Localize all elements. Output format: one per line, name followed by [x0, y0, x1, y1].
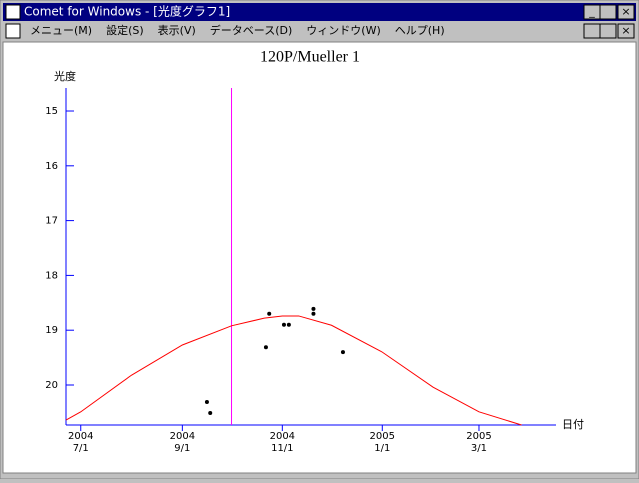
curve	[65, 315, 522, 426]
x-tick-label: 3/1	[471, 443, 487, 454]
menu-item[interactable]: ヘルプ(H)	[395, 24, 445, 37]
data-point	[204, 399, 209, 404]
icon: ×	[621, 5, 630, 18]
window-title: Comet for Windows - [光度グラフ1]	[24, 4, 230, 19]
icon: _	[588, 5, 595, 18]
doc-icon	[5, 23, 21, 39]
data-point	[263, 345, 268, 350]
x-tick-label: 1/1	[374, 443, 390, 454]
minimize-button[interactable]	[583, 23, 601, 39]
y-tick-label: 16	[45, 161, 58, 172]
y-tick-label: 19	[45, 325, 58, 336]
data-point	[267, 311, 272, 316]
menu-item[interactable]: 表示(V)	[158, 23, 196, 37]
data-point	[311, 311, 316, 316]
client-area	[2, 41, 637, 474]
y-tick-label: 15	[45, 106, 58, 117]
icon: ×	[621, 24, 630, 37]
data-point	[286, 322, 291, 327]
menu-item[interactable]: メニュー(M)	[30, 24, 92, 37]
restore-button[interactable]	[599, 4, 617, 20]
data-point	[340, 350, 345, 355]
x-tick-label: 2005	[370, 431, 395, 442]
x-tick-label: 2004	[270, 431, 295, 442]
menu-item[interactable]: ウィンドウ(W)	[306, 24, 380, 37]
x-tick-label: 11/1	[271, 443, 293, 454]
restore-button[interactable]	[599, 23, 617, 39]
title-bar	[3, 3, 636, 21]
x-tick-label: 2004	[68, 431, 93, 442]
data-point	[311, 306, 316, 311]
doc-buttons[interactable]: ×	[583, 23, 635, 39]
x-tick-label: 2005	[466, 431, 491, 442]
menu-item[interactable]: データベース(D)	[210, 23, 293, 37]
data-point	[281, 322, 286, 327]
close-button[interactable]	[617, 23, 635, 39]
x-axis-label: 日付	[562, 418, 584, 431]
x-tick-label: 9/1	[174, 443, 190, 454]
y-axis-label: 光度	[54, 69, 76, 83]
y-tick-label: 20	[45, 380, 58, 391]
close-button[interactable]	[617, 4, 635, 20]
title-buttons[interactable]: _ ×	[583, 4, 635, 20]
y-tick-label: 18	[45, 270, 58, 281]
app-icon	[5, 4, 21, 20]
chart-title: 120P/Mueller 1	[260, 49, 360, 66]
x-tick-label: 2004	[170, 431, 195, 442]
data-point	[208, 410, 213, 415]
menu-item[interactable]: 設定(S)	[106, 23, 144, 37]
y-tick-label: 17	[45, 216, 58, 227]
x-tick-label: 7/1	[73, 443, 89, 454]
